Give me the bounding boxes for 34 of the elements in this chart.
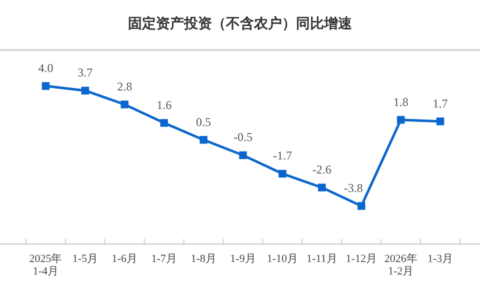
x-tick-label: 1-6月 bbox=[112, 252, 138, 265]
point bbox=[318, 184, 326, 192]
data-label: 2.8 bbox=[117, 79, 132, 94]
point bbox=[200, 136, 208, 144]
data-label: -0.5 bbox=[234, 130, 252, 144]
point bbox=[436, 118, 444, 126]
data-label: -2.6 bbox=[312, 162, 332, 177]
data-label: 4.0 bbox=[38, 61, 54, 75]
point bbox=[160, 119, 168, 127]
point bbox=[239, 151, 247, 160]
chart-title: 固定资产投资（不含农户）同比增速 bbox=[128, 15, 353, 32]
point bbox=[42, 82, 50, 90]
point bbox=[278, 170, 286, 178]
point bbox=[120, 100, 129, 108]
x-tick-label: 2025年 1-4月 bbox=[29, 252, 62, 278]
x-tick-label: 1-3月 bbox=[427, 252, 454, 265]
x-tick-label: 1-9月 bbox=[230, 252, 256, 265]
point bbox=[357, 202, 366, 210]
data-label: -1.7 bbox=[272, 148, 292, 163]
x-tick-label: 1-8月 bbox=[190, 252, 216, 265]
x-tick-label: 1-7月 bbox=[151, 252, 177, 265]
data-label: 0.5 bbox=[196, 114, 212, 129]
data-label: 1.7 bbox=[432, 96, 448, 110]
point bbox=[396, 116, 405, 124]
x-tick-label: 2026年 1-2月 bbox=[384, 252, 418, 278]
x-tick-label: 1-12月 bbox=[346, 252, 377, 265]
data-label: 3.7 bbox=[78, 66, 93, 80]
data-label: 1.8 bbox=[393, 94, 408, 109]
data-label: -3.8 bbox=[344, 181, 363, 195]
x-tick-label: 1-5月 bbox=[72, 252, 98, 265]
x-tick-label: 1-10月 bbox=[266, 252, 298, 265]
x-tick-label: 1-11月 bbox=[306, 252, 338, 265]
point bbox=[81, 86, 90, 94]
data-label: 1.6 bbox=[156, 98, 172, 112]
